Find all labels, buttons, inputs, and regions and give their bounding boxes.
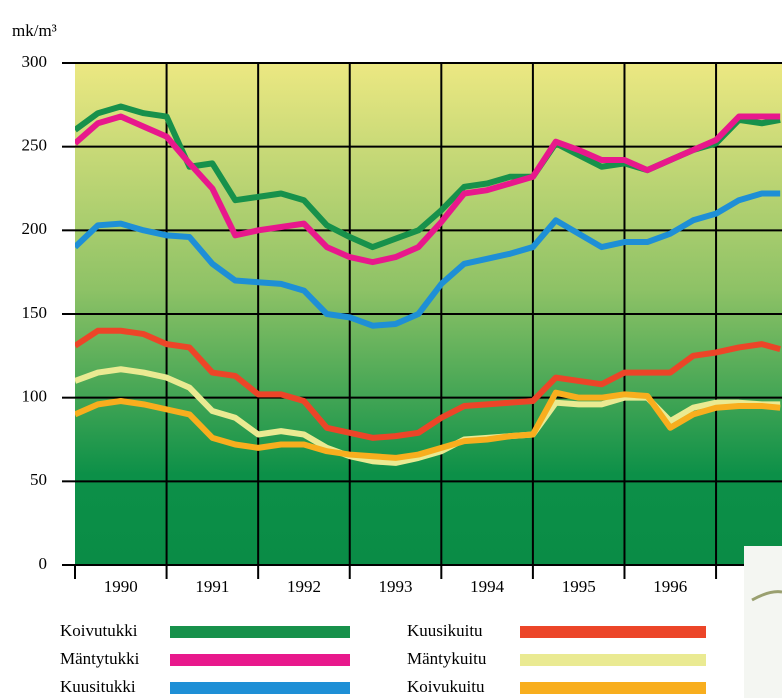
- legend-swatch: [170, 654, 350, 666]
- legend: Koivutukki Mäntytukki Kuusitukki Kuusikuitu…: [60, 621, 706, 696]
- y-axis-label: mk/m³: [12, 21, 57, 40]
- legend-swatch: [520, 626, 706, 638]
- x-tick-label: 1995: [562, 577, 596, 596]
- x-tick-label: 1996: [653, 577, 687, 596]
- y-tick-label: 100: [22, 387, 48, 406]
- legend-label: Mäntytukki: [60, 649, 140, 668]
- legend-label: Koivutukki: [60, 621, 138, 640]
- x-tick-label: 1992: [287, 577, 321, 596]
- legend-label: Koivukuitu: [407, 677, 485, 696]
- y-tick-label: 250: [22, 136, 48, 155]
- legend-swatch: [520, 682, 706, 694]
- legend-label: Mäntykuitu: [407, 649, 487, 668]
- x-tick-label: 1991: [195, 577, 229, 596]
- legend-swatch: [170, 626, 350, 638]
- y-tick-label: 300: [22, 52, 48, 71]
- legend-swatch: [520, 654, 706, 666]
- legend-label: Kuusikuitu: [407, 621, 483, 640]
- legend-swatch: [170, 682, 350, 694]
- x-tick-label: 1990: [104, 577, 138, 596]
- photo-corner: [744, 546, 782, 698]
- x-tick-label: 1993: [379, 577, 413, 596]
- y-tick-label: 200: [22, 219, 48, 238]
- x-tick-label: 1994: [470, 577, 505, 596]
- y-tick-label: 0: [39, 554, 48, 573]
- y-tick-label: 150: [22, 303, 48, 322]
- chart: mk/m³ 0 50 100 150 200 250 300 1990 1991 1992 1993…: [0, 0, 782, 698]
- y-tick-label: 50: [30, 470, 47, 489]
- legend-label: Kuusitukki: [60, 677, 136, 696]
